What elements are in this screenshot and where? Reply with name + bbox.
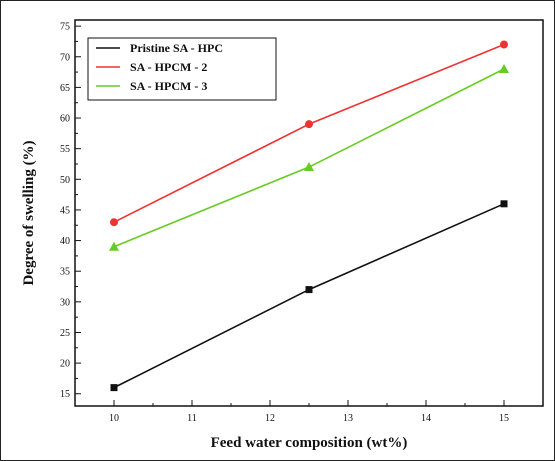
y-tick-label: 50 <box>60 175 70 186</box>
x-tick-label: 13 <box>343 413 353 424</box>
y-tick-label: 75 <box>60 22 70 33</box>
y-tick-label: 15 <box>60 389 70 400</box>
series-layer <box>109 40 509 392</box>
y-tick-label: 25 <box>60 328 70 339</box>
y-axis-title: Degree of swelling (%) <box>21 140 37 285</box>
legend-label: SA - HPCM - 3 <box>130 79 207 93</box>
y-tick-label: 60 <box>60 114 70 125</box>
series-2 <box>110 40 508 227</box>
y-axis: 15 20 25 30 35 40 45 50 55 60 65 70 75 <box>60 22 81 400</box>
y-tick-label: 20 <box>60 359 70 370</box>
x-tick-label: 11 <box>187 413 197 424</box>
data-point <box>110 218 118 227</box>
data-point <box>500 200 508 208</box>
x-axis-title: Feed water composition (wt%) <box>211 435 408 451</box>
y-tick-label: 70 <box>60 52 70 63</box>
legend-label: Pristine SA - HPC <box>130 41 223 55</box>
legend: Pristine SA - HPC SA - HPCM - 2 SA - HPCM … <box>87 37 277 101</box>
data-point <box>305 120 313 129</box>
y-tick-label: 35 <box>60 267 70 278</box>
data-point <box>304 162 314 172</box>
series-1 <box>110 200 508 392</box>
y-tick-label: 65 <box>60 83 70 94</box>
series-3 <box>109 64 509 251</box>
y-tick-label: 40 <box>60 236 70 247</box>
y-tick-label: 55 <box>60 144 70 155</box>
data-point <box>499 64 509 74</box>
legend-label: SA - HPCM - 2 <box>130 60 207 74</box>
data-point <box>110 384 118 392</box>
x-axis: 10 11 12 13 14 15 <box>109 400 509 424</box>
data-point <box>500 40 508 49</box>
x-tick-label: 12 <box>265 413 275 424</box>
x-tick-label: 15 <box>499 413 509 424</box>
data-point <box>305 286 313 294</box>
x-tick-label: 14 <box>421 413 431 424</box>
x-tick-label: 10 <box>109 413 119 424</box>
y-tick-label: 30 <box>60 297 70 308</box>
y-tick-label: 45 <box>60 205 70 216</box>
data-point <box>109 241 119 251</box>
